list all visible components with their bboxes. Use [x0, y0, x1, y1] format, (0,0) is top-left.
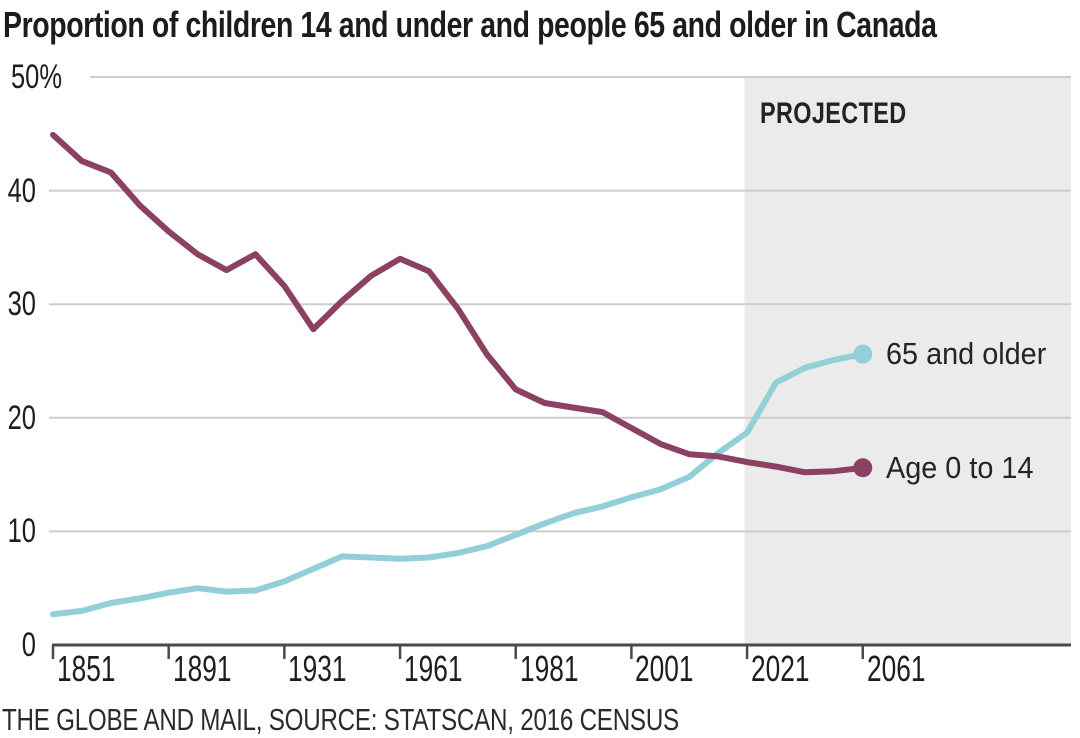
source-credit: THE GLOBE AND MAIL, SOURCE: STATSCAN, 20… — [2, 702, 679, 737]
x-tick-label-1851: 1851 — [57, 648, 116, 689]
series-line-seniors — [50, 351, 866, 618]
series-label-seniors: 65 and older — [885, 336, 1047, 372]
y-tick-label-50: 50% — [10, 58, 62, 96]
x-tick-label-2061: 2061 — [866, 648, 926, 689]
series-label-children: Age 0 to 14 — [885, 449, 1034, 485]
y-tick-label-20: 20 — [7, 398, 36, 437]
x-tick-label-1961: 1961 — [404, 648, 463, 689]
x-tick-label-2001: 2001 — [635, 648, 694, 689]
x-tick-label-1931: 1931 — [288, 648, 347, 689]
series-end-dot-children — [853, 458, 873, 478]
x-tick-label-1981: 1981 — [519, 648, 579, 689]
x-tick-label-2021: 2021 — [751, 648, 810, 689]
x-tick-label-1891: 1891 — [172, 648, 232, 689]
y-tick-label-40: 40 — [7, 171, 36, 210]
series-line-children — [50, 131, 866, 476]
y-tick-label-0: 0 — [21, 626, 36, 664]
y-tick-label-10: 10 — [7, 512, 36, 551]
series-end-dot-seniors — [853, 344, 873, 364]
projected-region-label: PROJECTED — [760, 97, 907, 130]
y-tick-label-30: 30 — [7, 285, 36, 324]
chart-title: Proportion of children 14 and under and … — [3, 4, 937, 45]
projected-region-shading — [744, 78, 1071, 645]
